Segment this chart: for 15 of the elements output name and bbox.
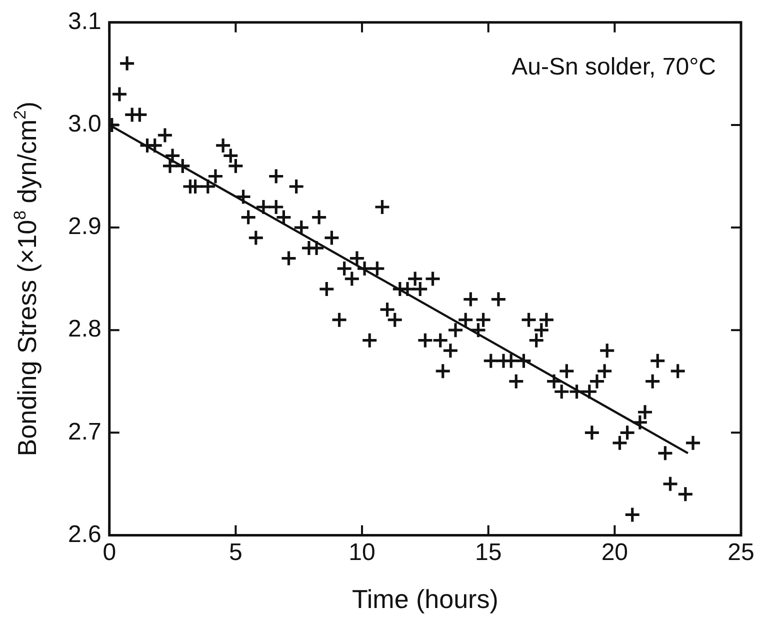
x-tick-label: 5	[229, 539, 242, 566]
y-tick-label: 3.0	[68, 110, 102, 138]
y-tick-label: 3.1	[68, 8, 102, 36]
y-axis-title: Bonding Stress (×108 dyn/cm2)	[10, 101, 42, 456]
y-tick-label: 2.7	[68, 418, 102, 446]
x-tick-label: 0	[102, 539, 116, 566]
x-axis-title: Time (hours)	[352, 584, 498, 614]
x-tick-label: 20	[601, 539, 628, 566]
x-tick-label: 15	[474, 539, 502, 566]
x-tick-label: 25	[728, 539, 754, 566]
y-tick-label: 2.9	[68, 213, 102, 240]
x-tick-label: 10	[348, 539, 376, 566]
y-tick-label: 2.6	[68, 520, 102, 548]
y-tick-label: 2.8	[68, 316, 102, 343]
annotation: Au-Sn solder, 70°C	[512, 53, 716, 80]
